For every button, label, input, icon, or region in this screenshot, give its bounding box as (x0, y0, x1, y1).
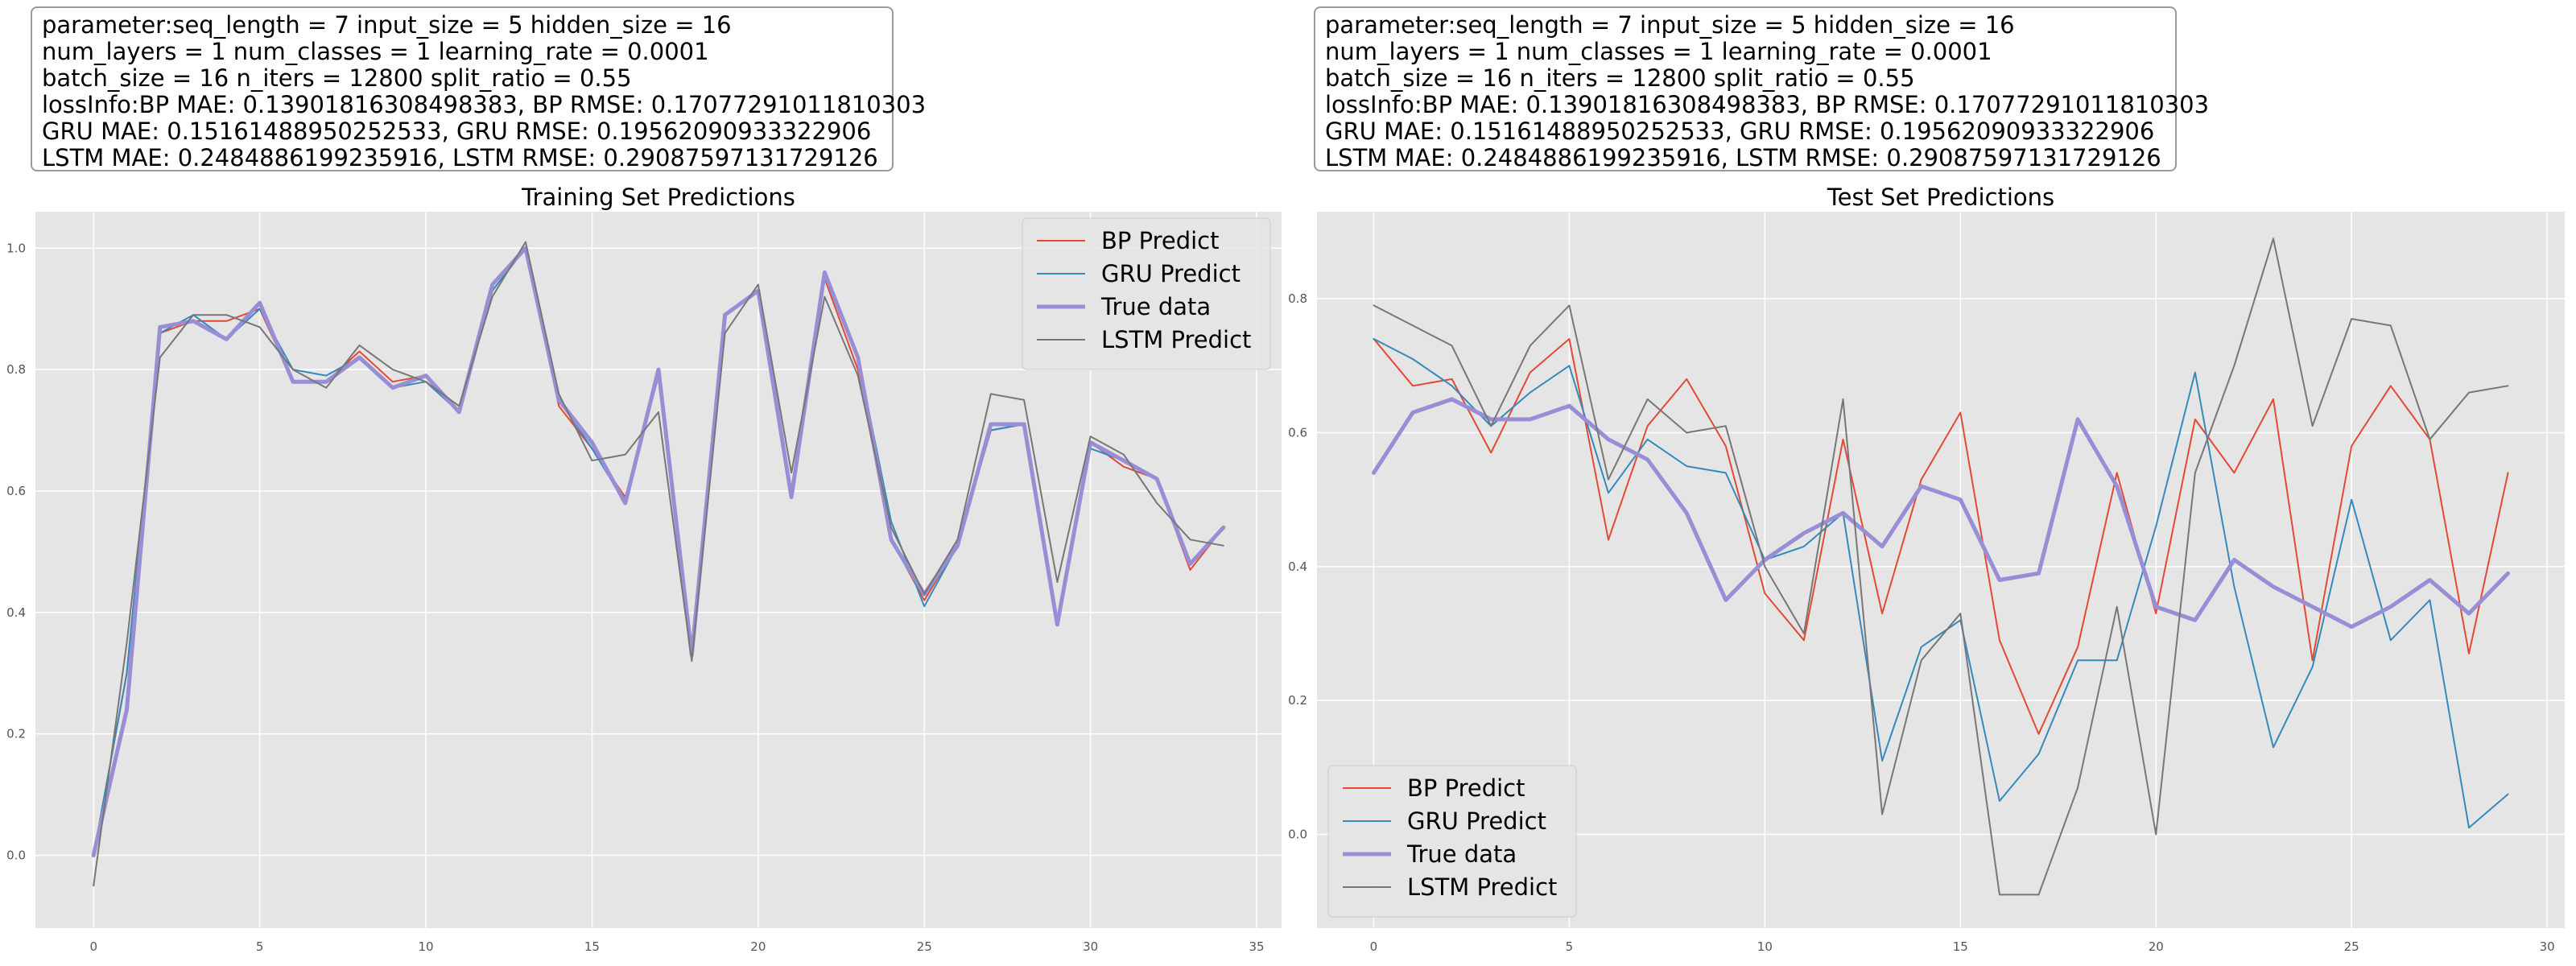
x-tick-label: 15 (1953, 939, 1968, 954)
legend-box (1327, 765, 1577, 918)
info-line: GRU MAE: 0.15161488950252533, GRU RMSE: … (42, 118, 872, 145)
y-tick-label: 0.2 (1288, 693, 1307, 708)
x-tick-label: 5 (256, 939, 264, 954)
x-tick-label: 10 (418, 939, 433, 954)
info-line: LSTM MAE: 0.2484886199235916, LSTM RMSE:… (42, 144, 878, 171)
legend: BP Predict GRU Predict True data LSTM Predi… (1022, 217, 1271, 370)
info-line: batch_size = 16 n_iters = 12800 split_ra… (1325, 64, 1915, 92)
info-line: GRU MAE: 0.15161488950252533, GRU RMSE: … (1325, 118, 2155, 145)
y-tick-label: 0.6 (6, 484, 26, 498)
legend-label: GRU Predict (1101, 260, 1241, 287)
y-tick-label: 0.8 (1288, 291, 1307, 306)
series-line-lstm-predict (93, 241, 1224, 887)
x-tick-label: 30 (2540, 939, 2555, 954)
legend: BP Predict GRU Predict True data LSTM Predi… (1327, 765, 1577, 918)
x-tick-label: 25 (2344, 939, 2359, 954)
info-line: parameter:seq_length = 7 input_size = 5 … (1325, 11, 2015, 39)
y-tick-label: 0.2 (6, 727, 26, 741)
x-tick-label: 20 (750, 939, 766, 954)
legend-box (1022, 217, 1271, 370)
chart-1: 0 5 10 15 20 25 30 0.0 0.2 0.4 0.6 0.8 Test Set Pred… (1288, 184, 2565, 954)
x-tick-label: 5 (1566, 939, 1574, 954)
series-line-lstm-predict (1373, 237, 2509, 896)
y-tick-label: 1.0 (6, 241, 26, 255)
x-tick-label: 0 (1370, 939, 1378, 954)
chart-0: 0 5 10 15 20 25 30 35 0.0 0.2 0.4 0.6 0.8 1.0 Training… (6, 184, 1282, 954)
x-tick-label: 35 (1249, 939, 1264, 954)
x-tick-label: 20 (2149, 939, 2164, 954)
legend-label: True data (1406, 840, 1517, 868)
chart-title: Test Set Predictions (1827, 184, 2054, 211)
info-line: batch_size = 16 n_iters = 12800 split_ra… (42, 64, 632, 92)
legend-label: LSTM Predict (1407, 873, 1557, 901)
info-line: lossInfo:BP MAE: 0.13901816308498383, BP… (42, 91, 927, 118)
y-tick-label: 0.6 (1288, 425, 1307, 440)
x-tick-label: 25 (917, 939, 932, 954)
y-tick-label: 0.0 (6, 848, 26, 862)
series-line-true-data (1372, 397, 2510, 630)
parameter-info-box-left: parameter:seq_length = 7 input_size = 5 … (31, 6, 927, 171)
info-line: LSTM MAE: 0.2484886199235916, LSTM RMSE:… (1325, 144, 2161, 171)
info-line: lossInfo:BP MAE: 0.13901816308498383, BP… (1325, 91, 2210, 118)
y-tick-label: 0.0 (1288, 828, 1307, 842)
info-line: num_layers = 1 num_classes = 1 learning_… (1325, 38, 1992, 65)
chart-title: Training Set Predictions (521, 184, 795, 211)
y-tick-label: 0.8 (6, 362, 26, 377)
legend-label: LSTM Predict (1101, 326, 1251, 353)
info-line: num_layers = 1 num_classes = 1 learning_… (42, 38, 709, 65)
legend-label: True data (1100, 293, 1211, 320)
legend-label: BP Predict (1101, 227, 1220, 254)
x-tick-label: 10 (1757, 939, 1773, 954)
series-line-bp-predict (1373, 338, 2509, 735)
x-tick-label: 30 (1083, 939, 1098, 954)
x-tick-label: 15 (584, 939, 600, 954)
x-tick-label: 0 (89, 939, 97, 954)
legend-label: BP Predict (1407, 774, 1525, 802)
legend-label: GRU Predict (1407, 807, 1546, 835)
series-line-gru-predict (1373, 338, 2509, 829)
y-tick-label: 0.4 (6, 605, 26, 620)
y-tick-label: 0.4 (1288, 559, 1307, 574)
info-line: parameter:seq_length = 7 input_size = 5 … (42, 11, 732, 39)
parameter-info-box-right: parameter:seq_length = 7 input_size = 5 … (1314, 6, 2210, 171)
